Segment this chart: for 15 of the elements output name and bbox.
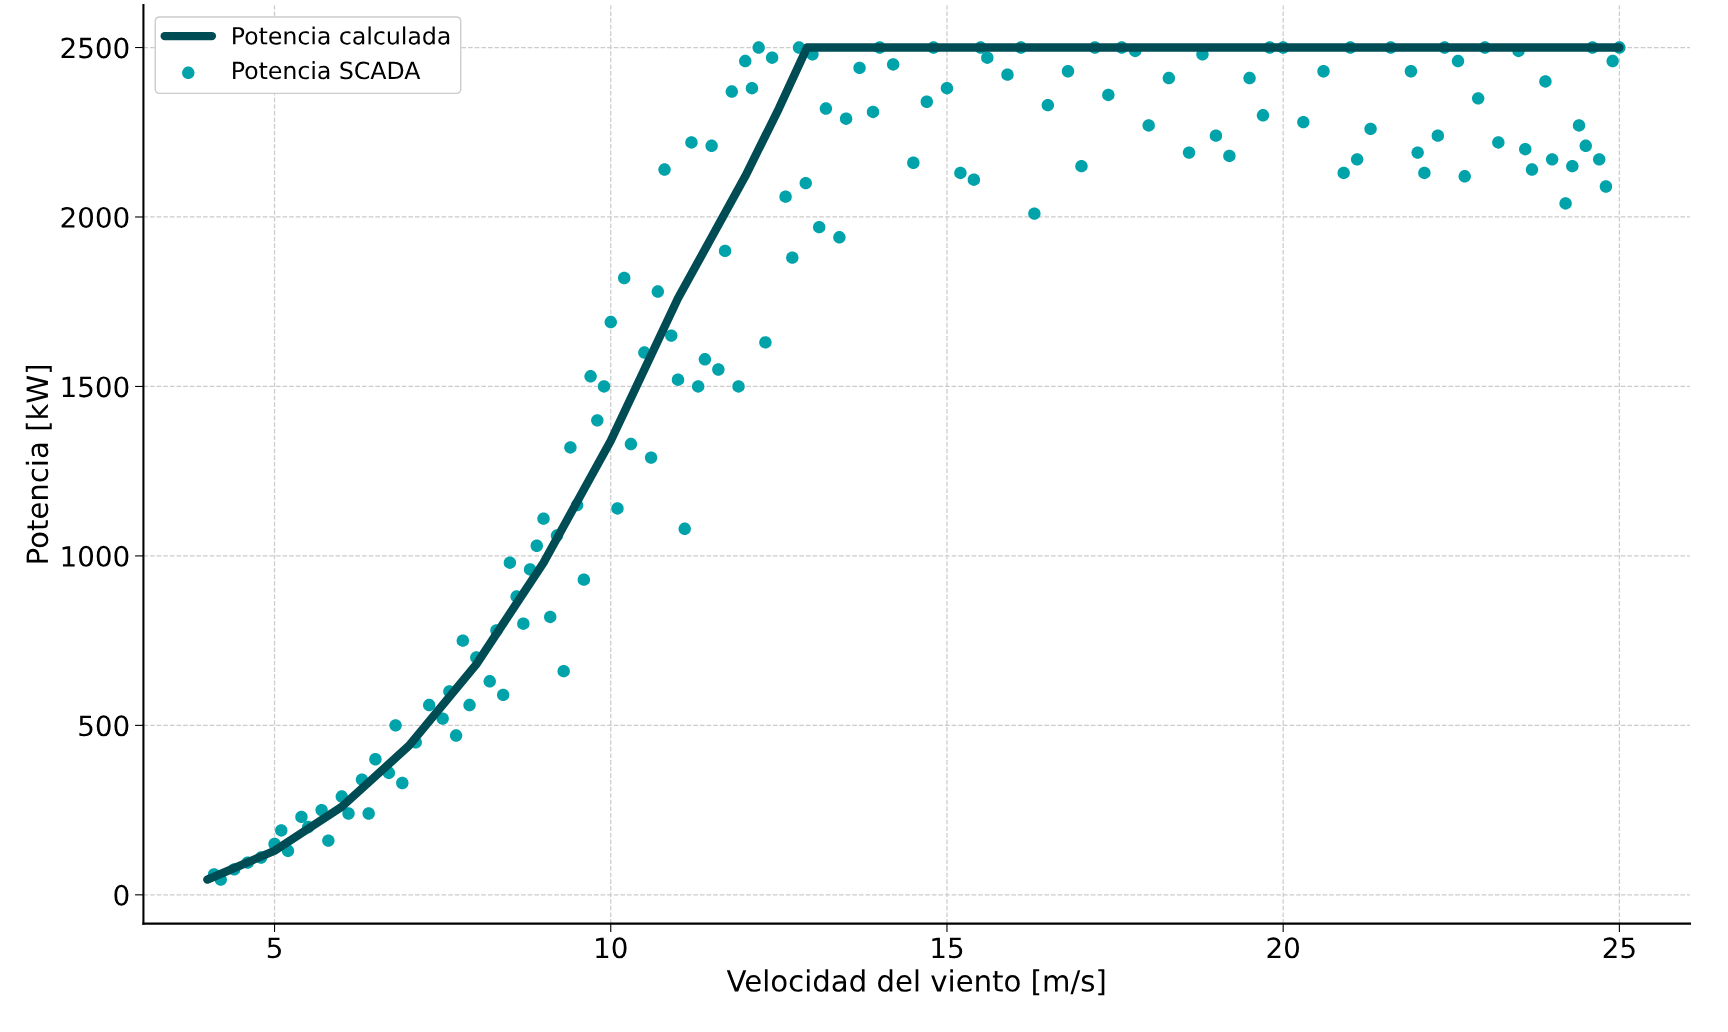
y-tick-label: 2500 — [61, 37, 129, 59]
y-tick-label: 1000 — [62, 545, 129, 567]
y-tick-label: 500 — [79, 715, 129, 737]
legend-label: Potencia calculada — [233, 26, 450, 45]
y-tick-label: 2000 — [61, 206, 129, 228]
y-axis-title: Potencia [kW] — [25, 365, 52, 563]
x-tick-label: 25 — [1603, 937, 1635, 959]
x-tick-label: 5 — [267, 937, 281, 959]
x-tick-label: 10 — [596, 937, 627, 959]
legend-label: Potencia SCADA — [233, 61, 421, 80]
x-tick-label: 20 — [1267, 937, 1299, 959]
x-axis-title: Velocidad del viento [m/s] — [726, 969, 1105, 996]
y-tick-label: 1500 — [62, 376, 129, 398]
x-tick-label: 15 — [932, 937, 963, 959]
y-tick-label: 0 — [114, 884, 129, 906]
